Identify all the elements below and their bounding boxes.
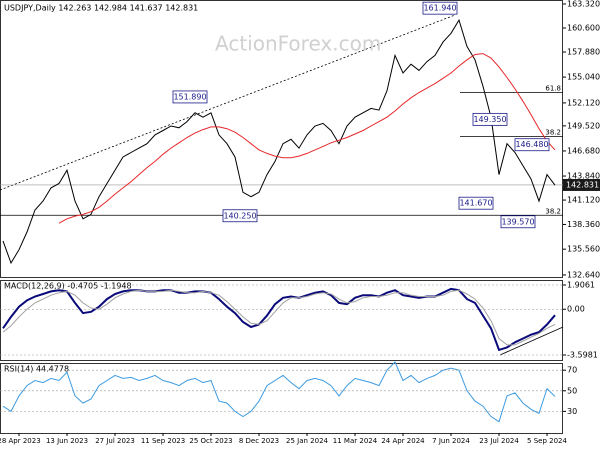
last-price-label: 142.831 — [566, 180, 599, 189]
rsi-title: RSI(14) 44.4778 — [4, 365, 69, 374]
annotation-label: 140.250 — [223, 211, 256, 220]
trend-line — [0, 14, 456, 191]
y-tick-label: 157.880 — [567, 48, 600, 57]
annotation-box — [422, 1, 458, 15]
x-tick-label: 13 Jun 2023 — [46, 437, 88, 445]
y-tick-label: 135.560 — [567, 245, 600, 254]
watermark: ActionForex.com — [215, 32, 381, 56]
panel-frame — [0, 363, 563, 434]
annotation-box — [222, 209, 258, 223]
y-tick-label: 143.840 — [567, 172, 600, 181]
x-tick-label: 24 Apr 2024 — [381, 437, 425, 445]
x-tick-label: 25 Oct 2023 — [189, 437, 232, 445]
series-line — [2, 18, 556, 265]
annotation-label: 151.890 — [173, 92, 206, 101]
y-tick-label: 155.040 — [567, 73, 600, 82]
y-tick-label: 70 — [567, 366, 577, 375]
y-tick-label: 146.680 — [567, 146, 600, 155]
panel-frame — [0, 0, 563, 278]
x-tick-label: 5 Sep 2024 — [527, 437, 567, 445]
x-tick-label: 8 Dec 2023 — [239, 437, 279, 445]
macd-trend-line — [499, 326, 564, 356]
annotation-box — [458, 196, 494, 210]
x-tick-label: 11 Mar 2024 — [333, 437, 378, 445]
panel-frame — [0, 280, 563, 361]
series-line — [2, 289, 556, 346]
x-tick-label: 27 Jul 2023 — [95, 437, 135, 445]
chart-title: USDJPY,Daily 142.263 142.984 141.637 142… — [4, 4, 198, 13]
annotation-box — [172, 90, 208, 104]
level-label: 38.2 — [545, 207, 561, 215]
annotation-label: 149.350 — [473, 115, 506, 124]
x-tick-label: 7 Jun 2024 — [432, 437, 470, 445]
annotation-label: 141.670 — [459, 199, 492, 208]
series-line — [2, 287, 556, 352]
annotation-label: 146.480 — [515, 140, 548, 149]
y-tick-label: 50 — [567, 386, 577, 395]
y-tick-label: 160.600 — [567, 24, 600, 33]
x-tick-label: 11 Sep 2023 — [141, 437, 185, 445]
x-tick-label: 23 Jul 2024 — [479, 437, 519, 445]
x-tick-label: 28 Apr 2023 — [0, 437, 41, 445]
y-tick-label: 30 — [567, 407, 577, 416]
series-line — [58, 53, 556, 224]
y-tick-label: 1.9061 — [567, 280, 595, 289]
annotation-label: 139.570 — [501, 217, 534, 226]
annotation-box — [500, 215, 536, 229]
annotation-box — [514, 138, 550, 152]
series-line — [2, 361, 556, 423]
level-label: 61.8 — [545, 84, 561, 92]
y-tick-label: 141.120 — [567, 196, 600, 205]
x-tick-label: 25 Jan 2024 — [286, 437, 329, 445]
y-tick-label: 152.120 — [567, 98, 600, 107]
annotation-label: 161.940 — [423, 4, 456, 13]
annotation-box — [472, 112, 508, 126]
y-tick-label: -3.5981 — [567, 351, 598, 360]
level-label: 38.2 — [545, 129, 561, 137]
y-tick-label: 132.640 — [567, 270, 600, 279]
y-tick-label: 163.320 — [567, 0, 600, 8]
last-price-tag — [563, 178, 600, 191]
y-tick-label: 138.360 — [567, 220, 600, 229]
macd-title: MACD(12,26,9) -0.4705 -1.1948 — [4, 282, 132, 291]
y-tick-label: 149.520 — [567, 121, 600, 130]
y-tick-label: 0.00 — [567, 305, 585, 314]
